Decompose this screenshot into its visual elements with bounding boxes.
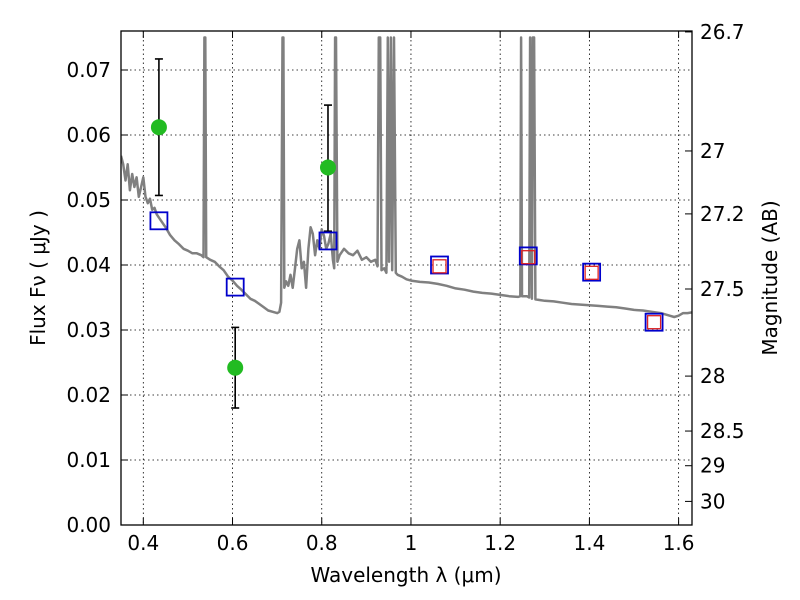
model-flux-square-red (646, 315, 662, 330)
y-tick-label: 0.07 (66, 58, 111, 82)
x-tick-label: 1.4 (573, 531, 605, 555)
magnitude-tick-label: 29 (700, 454, 725, 478)
y-axis-label: Flux Fν ( μJy ) (26, 210, 50, 346)
magnitude-tick-label: 27.5 (700, 277, 745, 301)
observed-flux-point (227, 359, 244, 376)
model-flux-square-red (432, 259, 447, 274)
magnitude-tick-label: 30 (700, 489, 725, 513)
magnitude-tick-label: 27 (700, 139, 725, 163)
magnitude-tick-label: 28 (700, 364, 725, 388)
y-tick-label: 0.05 (66, 188, 111, 212)
plot-frame (120, 30, 693, 526)
observed-flux-point (150, 119, 167, 136)
right-axis-label: Magnitude (AB) (758, 200, 782, 355)
x-tick-label: 0.8 (306, 531, 338, 555)
x-tick-label: 1 (405, 531, 418, 555)
model-spectrum-line (121, 36, 692, 319)
observed-flux-point (319, 159, 336, 176)
axis-ticks (121, 31, 692, 526)
magnitude-tick-label: 26.7 (700, 20, 745, 44)
magnitude-tick-label: 27.2 (700, 202, 745, 226)
x-tick-label: 0.6 (217, 531, 249, 555)
y-tick-label: 0.00 (66, 513, 111, 537)
tick-labels: 0.4 0.6 0.8 1 1.2 1.4 1.6 0.00 0.01 0.02 0.03 0.04 0… (66, 20, 744, 555)
y-tick-label: 0.02 (66, 383, 111, 407)
y-tick-label: 0.06 (66, 123, 111, 147)
x-tick-label: 1.6 (663, 531, 695, 555)
model-flux-square-red (521, 250, 536, 265)
x-tick-label: 1.2 (484, 531, 516, 555)
model-flux-square-blue (318, 231, 338, 251)
model-flux-square-blue (430, 255, 449, 275)
y-tick-label: 0.04 (66, 253, 111, 277)
model-flux-square-blue (582, 262, 602, 282)
plot-area (121, 36, 692, 409)
model-flux-square-blue (518, 246, 538, 266)
model-flux-square-red (584, 265, 599, 280)
x-tick-label: 0.4 (127, 531, 159, 555)
y-tick-label: 0.03 (66, 318, 111, 342)
magnitude-tick-label: 28.5 (700, 419, 745, 443)
x-axis-label: Wavelength λ (μm) (310, 563, 501, 587)
model-flux-square-blue (149, 211, 169, 231)
model-flux-square-blue (644, 312, 664, 332)
y-tick-label: 0.01 (66, 448, 111, 472)
model-flux-square-blue (225, 277, 245, 297)
